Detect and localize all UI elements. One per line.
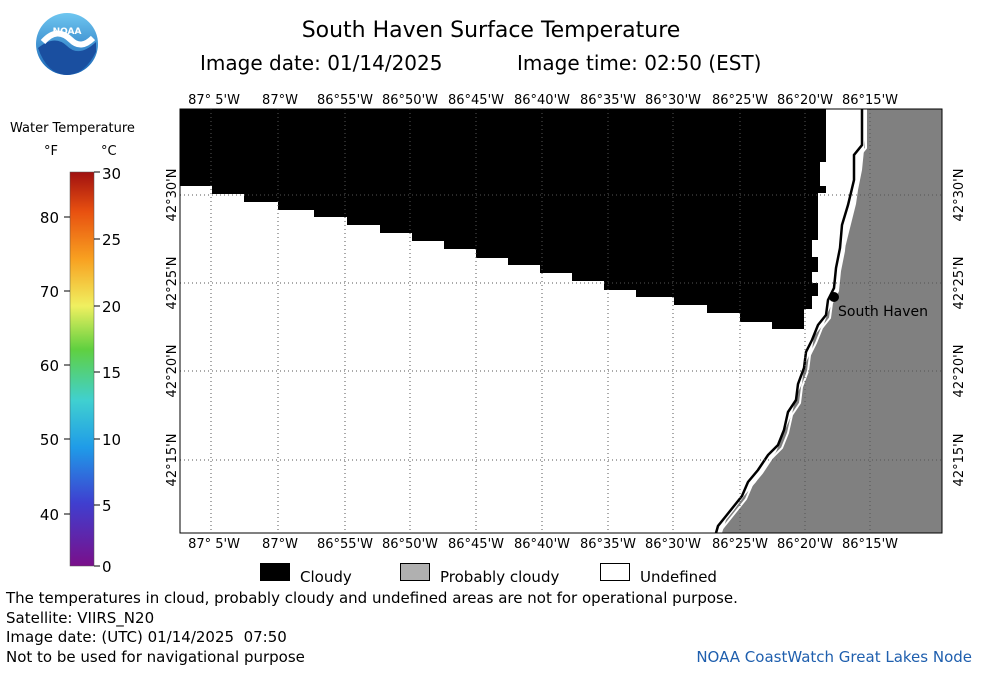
colorbar-unit-f: °F — [44, 144, 58, 159]
lat-label: 42°20'N — [165, 345, 180, 398]
colorbar: 40 50 60 70 80 0 5 10 15 20 25 30 — [40, 165, 121, 576]
lat-labels-right: 42°30'N 42°25'N 42°20'N 42°15'N — [952, 169, 967, 487]
c-tick-label: 5 — [102, 497, 112, 515]
lon-label: 86°20'W — [777, 537, 833, 552]
lon-label: 86°35'W — [580, 537, 636, 552]
f-tick-label: 70 — [40, 283, 59, 301]
lon-label: 87° 5'W — [188, 93, 240, 108]
c-tick-label: 0 — [102, 558, 112, 576]
f-tick-label: 40 — [40, 506, 59, 524]
f-tick-label: 50 — [40, 431, 59, 449]
c-tick-label: 30 — [102, 165, 121, 183]
lon-label: 87°W — [262, 537, 298, 552]
legend-swatch-cloudy — [260, 563, 290, 581]
lon-label: 86°35'W — [580, 93, 636, 108]
credit-link[interactable]: NOAA CoastWatch Great Lakes Node — [696, 648, 972, 666]
c-tick-label: 10 — [102, 431, 121, 449]
lat-label: 42°30'N — [952, 169, 967, 222]
lon-label: 87°W — [262, 93, 298, 108]
legend-label-undefined: Undefined — [640, 568, 717, 586]
f-ticks: 40 50 60 70 80 — [40, 209, 70, 524]
shoreline — [714, 109, 864, 534]
lon-label: 86°55'W — [317, 537, 373, 552]
noaa-logo: NOAA — [36, 13, 98, 75]
shoreline-inner — [719, 109, 867, 534]
image-time: Image time: 02:50 (EST) — [517, 51, 762, 75]
lon-label: 86°40'W — [514, 537, 570, 552]
lon-label: 86°25'W — [712, 93, 768, 108]
lon-label: 86°50'W — [382, 93, 438, 108]
f-tick-label: 80 — [40, 209, 59, 227]
land-area — [722, 109, 942, 533]
cloud-area — [180, 109, 826, 329]
map-border — [179, 108, 943, 534]
city-label: South Haven — [838, 304, 928, 320]
map: South Haven 87° 5'W 87°W 86°55'W 86°50'W… — [165, 93, 967, 552]
lat-label: 42°15'N — [165, 434, 180, 487]
lon-label: 87° 5'W — [188, 537, 240, 552]
f-tick-label: 60 — [40, 357, 59, 375]
lon-label: 86°25'W — [712, 537, 768, 552]
graticule — [180, 109, 942, 533]
disclaimer: The temperatures in cloud, probably clou… — [6, 589, 738, 607]
lon-label: 86°20'W — [777, 93, 833, 108]
c-ticks: 0 5 10 15 20 25 30 — [94, 165, 121, 576]
legend-label-cloudy: Cloudy — [300, 568, 352, 586]
lat-label: 42°15'N — [952, 434, 967, 487]
lon-label: 86°45'W — [448, 537, 504, 552]
lat-label: 42°25'N — [952, 257, 967, 310]
legend-label-probably-cloudy: Probably cloudy — [440, 568, 560, 586]
utc-date: Image date: (UTC) 01/14/2025 07:50 — [6, 628, 287, 646]
lat-label: 42°30'N — [165, 169, 180, 222]
colorbar-unit-c: °C — [101, 144, 117, 159]
page-title: South Haven Surface Temperature — [301, 18, 681, 43]
lon-label: 86°55'W — [317, 93, 373, 108]
lon-label: 86°45'W — [448, 93, 504, 108]
lon-label: 86°15'W — [842, 93, 898, 108]
legend-swatch-undefined — [600, 563, 630, 581]
lon-label: 86°30'W — [645, 537, 701, 552]
image-date: Image date: 01/14/2025 — [200, 51, 443, 75]
logo-text: NOAA — [53, 27, 82, 37]
lon-label: 86°50'W — [382, 537, 438, 552]
nav-warning: Not to be used for navigational purpose — [6, 648, 305, 666]
lon-labels-top: 87° 5'W 87°W 86°55'W 86°50'W 86°45'W 86°… — [188, 93, 898, 108]
city-marker — [829, 292, 839, 302]
colorbar-gradient — [69, 171, 95, 567]
c-tick-label: 20 — [102, 298, 121, 316]
legend-swatch-probably-cloudy — [400, 563, 430, 581]
lon-label: 86°30'W — [645, 93, 701, 108]
lat-label: 42°20'N — [952, 345, 967, 398]
lon-labels-bottom: 87° 5'W 87°W 86°55'W 86°50'W 86°45'W 86°… — [188, 537, 898, 552]
satellite-info: Satellite: VIIRS_N20 — [6, 609, 155, 627]
c-tick-label: 15 — [102, 364, 121, 382]
lon-label: 86°15'W — [842, 537, 898, 552]
c-tick-label: 25 — [102, 231, 121, 249]
lat-labels-left: 42°30'N 42°25'N 42°20'N 42°15'N — [165, 169, 180, 487]
lon-label: 86°40'W — [514, 93, 570, 108]
colorbar-title: Water Temperature — [10, 121, 135, 136]
lat-label: 42°25'N — [165, 257, 180, 310]
